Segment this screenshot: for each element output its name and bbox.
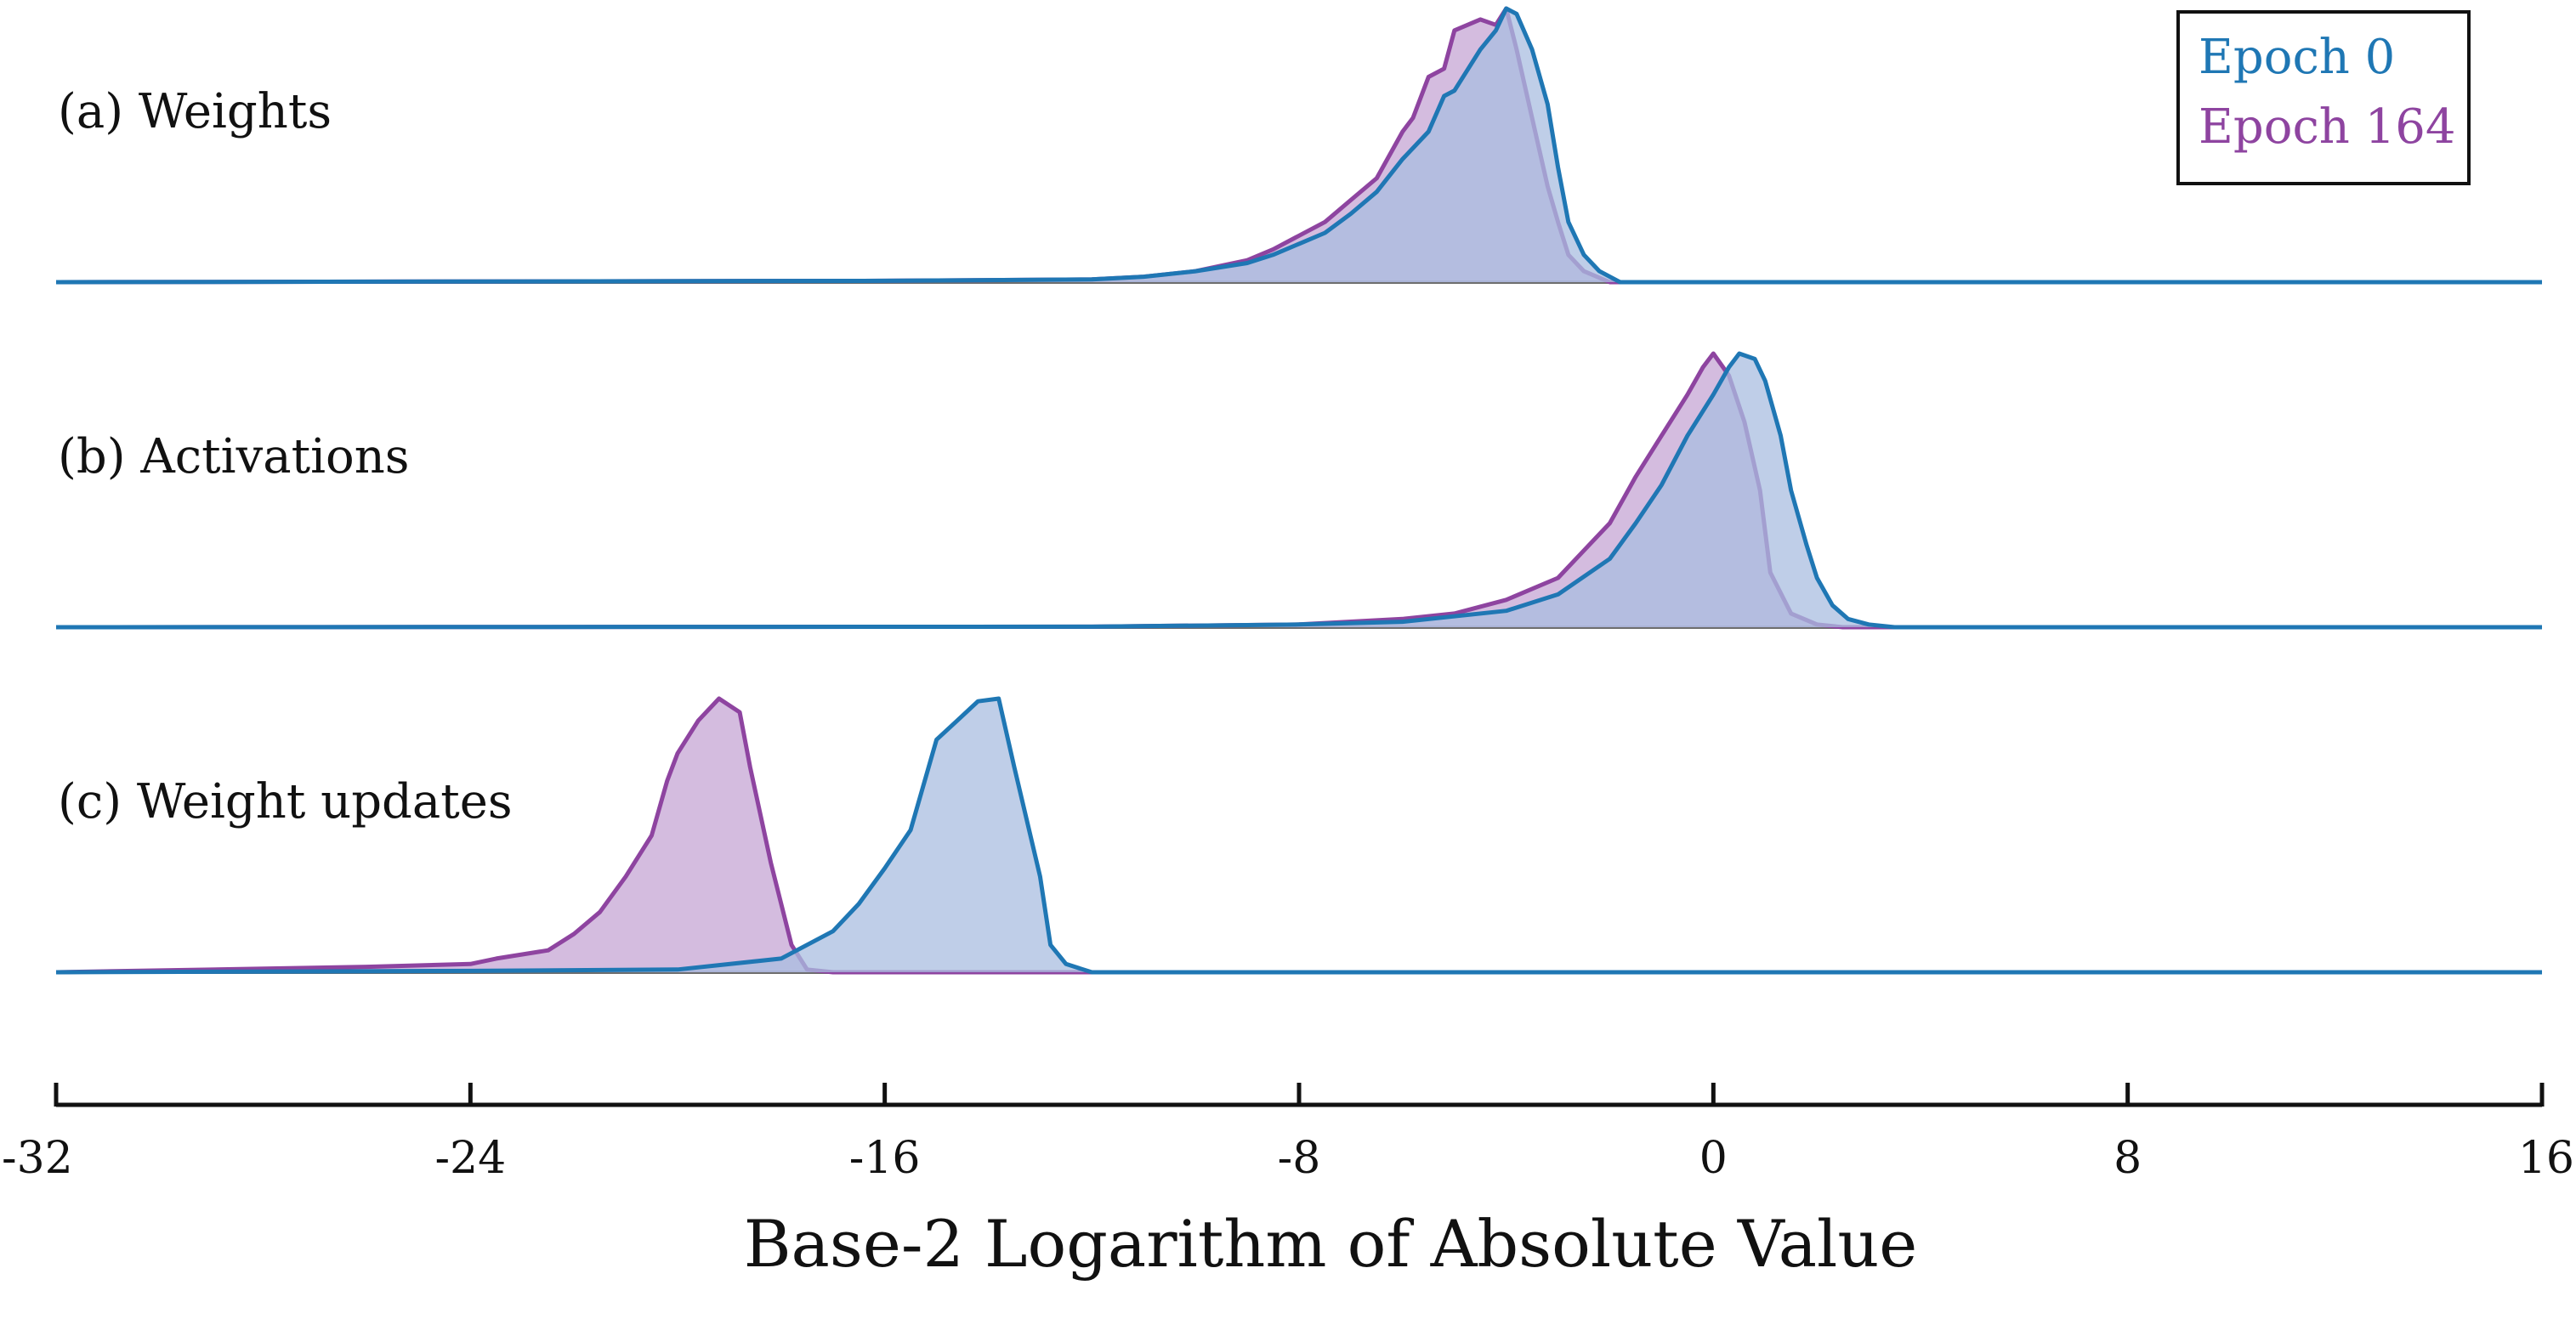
x-axis: -32 -24 -16 -8 0 8 16 [2, 1083, 2574, 1184]
series-line-epoch-0 [55, 351, 2542, 630]
series-line-epoch-0 [55, 696, 2542, 975]
x-tick-label: 16 [2518, 1133, 2574, 1184]
series-area-epoch-164 [56, 699, 2542, 972]
legend: Epoch 0 Epoch 164 [2176, 10, 2471, 185]
panel-3: (c) Weight updates [55, 696, 2542, 975]
series-area-epoch-0 [56, 354, 2542, 627]
x-tick-label: -32 [2, 1133, 73, 1184]
series-area-epoch-164 [56, 354, 2542, 627]
panel-2: (b) Activations [55, 351, 2542, 630]
x-tick-label: -16 [849, 1133, 921, 1184]
legend-entry-epoch-0: Epoch 0 [2199, 30, 2395, 85]
plot-area: (a) Weights (b) Activations (c) Weight upd… [55, 6, 2542, 975]
series-line-epoch-164 [55, 351, 2542, 630]
panel-label: (b) Activations [58, 429, 410, 484]
panel-label: (a) Weights [58, 84, 332, 139]
x-tick-label: -24 [434, 1133, 506, 1184]
x-tick-label: 8 [2114, 1133, 2142, 1184]
series-line-epoch-0 [55, 6, 2542, 285]
legend-box [2176, 10, 2471, 185]
x-tick-label: 0 [1699, 1133, 1728, 1184]
x-tick-label: -8 [1278, 1133, 1321, 1184]
series-area-epoch-0 [56, 699, 2542, 972]
series-line-epoch-164 [55, 696, 2542, 975]
series-area-epoch-164 [56, 8, 2542, 282]
panel-label: (c) Weight updates [58, 774, 513, 829]
legend-entry-epoch-164: Epoch 164 [2199, 99, 2456, 155]
x-axis-title: Base-2 Logarithm of Absolute Value [744, 1206, 1918, 1282]
panel-1: (a) Weights [55, 6, 2542, 285]
